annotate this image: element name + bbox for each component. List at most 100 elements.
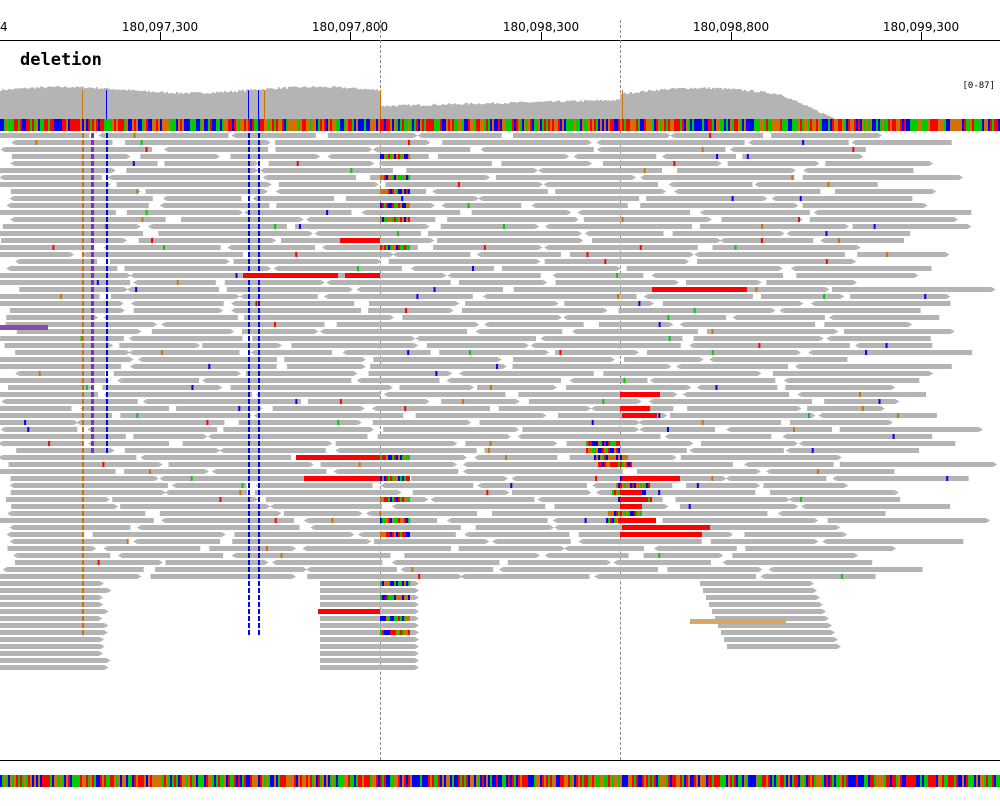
reference-base (344, 775, 346, 787)
reference-base (264, 775, 266, 787)
aligned-read (320, 651, 415, 656)
coverage-bar (62, 87, 64, 119)
reference-base (180, 775, 182, 787)
aligned-read (471, 210, 568, 215)
reference-base (438, 775, 440, 787)
read-insertion (91, 371, 94, 376)
reference-base (532, 119, 534, 131)
aligned-read (14, 161, 158, 166)
reference-base (304, 119, 306, 131)
read-mismatch (106, 385, 108, 390)
reference-base (888, 119, 890, 131)
reference-base (542, 119, 544, 131)
read-insertion (91, 259, 94, 264)
soft-clip-base (386, 616, 388, 621)
coverage-bar (254, 89, 256, 119)
aligned-read (512, 133, 667, 138)
reference-base (666, 775, 668, 787)
reference-base (8, 775, 10, 787)
read-strand-arrow (664, 434, 669, 439)
reference-base (778, 775, 780, 787)
reference-base (850, 775, 852, 787)
read-strand-arrow (372, 147, 377, 152)
read-mismatch (82, 623, 84, 628)
read-mismatch (248, 189, 250, 194)
coverage-bar (190, 92, 192, 119)
coverage-histogram[interactable] (0, 78, 1000, 120)
read-strand-arrow (0, 427, 5, 432)
reference-base (690, 775, 692, 787)
soft-clip-base (386, 245, 388, 250)
reference-base (94, 775, 96, 787)
coverage-bar (680, 88, 682, 119)
read-mismatch (798, 217, 801, 222)
read-insertion (91, 392, 94, 397)
read-strand-arrow (291, 574, 296, 579)
coverage-bar (700, 87, 702, 119)
read-strand-arrow (554, 525, 559, 530)
aligned-read (745, 546, 893, 551)
read-mismatch (258, 217, 260, 222)
aligned-read (643, 427, 716, 432)
read-mismatch (133, 133, 136, 138)
reference-base (880, 775, 882, 787)
read-strand-arrow (111, 168, 116, 173)
read-strand-arrow (430, 497, 435, 502)
reference-base (232, 775, 234, 787)
reference-base (886, 775, 888, 787)
read-mismatch (106, 266, 108, 271)
aligned-read (521, 434, 661, 439)
read-mismatch (248, 427, 250, 432)
coverage-bar (48, 86, 50, 119)
reference-base (252, 775, 254, 787)
read-strand-arrow (670, 133, 675, 138)
soft-clip-base (408, 455, 410, 460)
reference-base (776, 775, 778, 787)
coordinate-ruler[interactable]: 4 180,097,300 180,097,800 180,098,300 18… (0, 0, 1000, 41)
alignment-reads-panel[interactable] (0, 132, 1000, 758)
read-mismatch (924, 294, 927, 299)
reference-base (706, 775, 708, 787)
reference-base (338, 775, 340, 787)
coverage-bar (34, 88, 36, 119)
reference-base (226, 775, 228, 787)
read-strand-arrow (536, 553, 541, 558)
soft-clip-base (380, 203, 382, 208)
track-name[interactable]: deletion (20, 50, 102, 70)
read-mismatch (248, 301, 250, 306)
read-mismatch (258, 147, 260, 152)
aligned-read (484, 448, 598, 453)
reference-base (610, 775, 612, 787)
reference-base (228, 119, 230, 131)
read-mismatch (258, 203, 260, 208)
read-strand-arrow (993, 462, 998, 467)
aligned-read (687, 406, 798, 411)
soft-clip-base (382, 581, 384, 586)
coverage-bar (12, 89, 14, 119)
reference-base (102, 119, 104, 131)
aligned-read (834, 189, 933, 194)
reference-base (964, 775, 966, 787)
read-mismatch (106, 357, 108, 362)
reference-base (240, 119, 242, 131)
reference-base (328, 119, 330, 131)
reference-base (386, 775, 388, 787)
reference-base (286, 119, 288, 131)
coverage-bar (152, 91, 154, 119)
read-strand-arrow (539, 182, 544, 187)
coverage-bar (150, 92, 152, 119)
coverage-bar (666, 89, 668, 119)
aligned-read (320, 616, 415, 621)
read-mismatch (586, 252, 589, 257)
aligned-read (833, 315, 940, 320)
soft-clip-base (590, 441, 592, 446)
read-strand-arrow (397, 490, 402, 495)
read-mismatch (106, 147, 108, 152)
reference-base (812, 119, 814, 131)
read-mismatch (258, 392, 260, 397)
read-insertion (91, 182, 94, 187)
coverage-bar (126, 90, 128, 119)
coverage-bar (704, 87, 706, 119)
soft-clip-base (408, 245, 410, 250)
soft-clip-base (382, 518, 384, 523)
